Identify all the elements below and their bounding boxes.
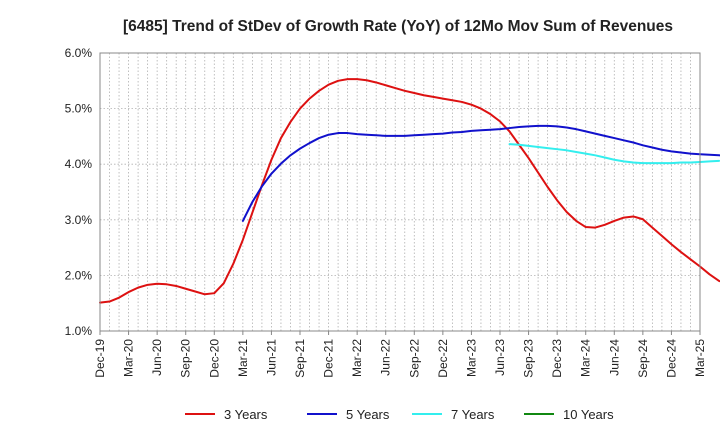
x-tick-label: Dec-21	[322, 339, 336, 378]
x-tick-label: Sep-21	[293, 339, 307, 378]
x-tick-label: Dec-19	[93, 339, 107, 378]
y-tick-label: 3.0%	[65, 213, 93, 227]
x-tick-label: Sep-24	[636, 339, 650, 378]
x-tick-label: Mar-23	[464, 339, 478, 377]
x-tick-label: Sep-23	[522, 339, 536, 378]
x-tick-label: Dec-22	[436, 339, 450, 378]
series-line-7-years	[508, 143, 720, 165]
y-tick-label: 4.0%	[65, 157, 93, 171]
x-tick-label: Dec-20	[207, 339, 221, 378]
y-axis: 1.0% 2.0% 3.0% 4.0% 5.0% 6.0%	[65, 46, 93, 338]
x-tick-label: Mar-20	[122, 339, 136, 377]
x-tick-label: Jun-23	[493, 339, 507, 376]
x-tick-label: Dec-23	[550, 339, 564, 378]
x-tick-label: Jun-22	[379, 339, 393, 376]
x-axis: Dec-19 Mar-20 Jun-20 Sep-20 Dec-20 Mar-21 Jun-…	[93, 331, 707, 378]
chart-title: [6485] Trend of StDev of Growth Rate (Yo…	[123, 18, 673, 35]
x-tick-label: Mar-22	[350, 339, 364, 377]
x-tick-label: Sep-20	[179, 339, 193, 378]
x-tick-label: Jun-21	[264, 339, 278, 376]
legend-label: 3 Years	[224, 407, 268, 422]
x-tick-label: Sep-22	[407, 339, 421, 378]
legend-label: 5 Years	[346, 407, 390, 422]
x-tick-label: Mar-25	[693, 339, 707, 377]
plot-frame	[99, 52, 701, 332]
legend: 3 Years 5 Years 7 Years 10 Years	[185, 407, 614, 422]
legend-label: 7 Years	[451, 407, 495, 422]
y-tick-label: 6.0%	[65, 46, 93, 60]
y-tick-label: 1.0%	[65, 324, 93, 338]
series-layer	[99, 78, 720, 304]
series-line-5-years	[241, 124, 720, 222]
x-tick-label: Dec-24	[664, 339, 678, 378]
x-tick-label: Mar-21	[236, 339, 250, 377]
series-line-3-years	[99, 78, 720, 304]
y-tick-label: 5.0%	[65, 102, 93, 116]
x-tick-label: Jun-24	[607, 339, 621, 376]
legend-label: 10 Years	[563, 407, 614, 422]
x-tick-label: Jun-20	[150, 339, 164, 376]
grid	[100, 53, 700, 331]
x-tick-label: Mar-24	[579, 339, 593, 377]
y-tick-label: 2.0%	[65, 268, 93, 282]
